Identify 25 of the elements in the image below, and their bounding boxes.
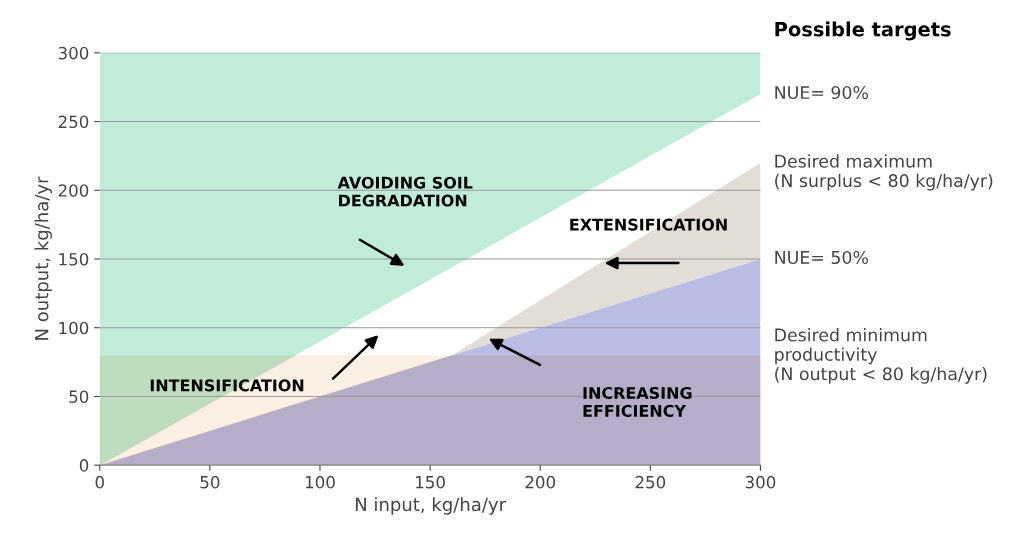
y-tick-label: 50 (69, 390, 89, 403)
y-tick-label: 250 (58, 115, 89, 129)
annotation: EXTENSIFICATION (570, 218, 727, 231)
y-axis-title: N output, kg/ha/yr (34, 176, 52, 340)
text: Desired maximum (N surplus < 80 kg/ha/yr) (775, 154, 993, 191)
x-tick-label: 150 (416, 475, 445, 489)
y-tick-label: 100 (59, 321, 89, 335)
y-tick-label: 200 (58, 184, 89, 197)
y-tick-label: 300 (58, 46, 89, 60)
x-tick-label: 50 (200, 475, 220, 489)
annotation: INTENSIFICATION (150, 379, 304, 392)
text: Possible targets (775, 21, 951, 41)
y-tick-label: 0 (79, 459, 89, 472)
text: Desired minimum productivity (N output < 80 kg/ha/yr) (775, 328, 987, 384)
annotation: INCREASING EFFICIENCY (583, 386, 692, 417)
text: NUE= 50% (775, 250, 869, 265)
x-axis-title: N input, kg/ha/yr (355, 497, 507, 515)
x-tick-label: 200 (525, 475, 556, 489)
y-tick-label: 150 (59, 252, 89, 266)
text: NUE= 90% (775, 85, 869, 100)
x-tick-label: 300 (745, 475, 776, 489)
x-tick-label: 100 (305, 475, 335, 489)
annotation: AVOIDING SOIL DEGRADATION (337, 176, 473, 207)
x-tick-label: 0 (95, 475, 104, 489)
x-tick-label: 250 (635, 475, 666, 489)
